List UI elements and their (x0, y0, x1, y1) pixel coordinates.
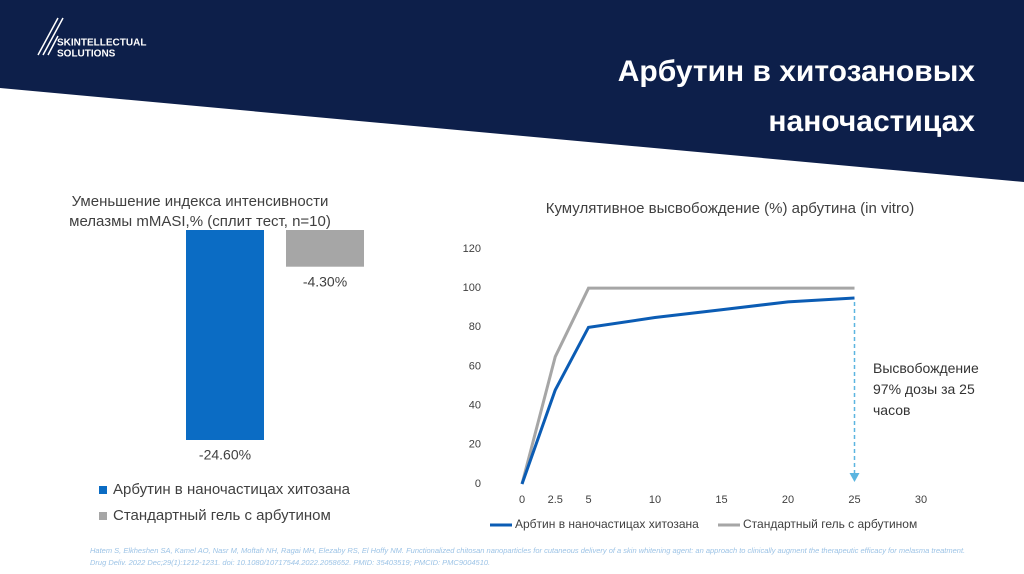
y-tick-label: 100 (463, 282, 481, 294)
slide-title: наночастицах (768, 105, 975, 138)
x-tick-label: 2.5 (548, 494, 563, 506)
logo-text: SKINTELLECTUAL (57, 38, 146, 49)
annotation-arrowhead (849, 473, 860, 482)
legend-label: Арбтин в наночастицах хитозана (515, 517, 699, 531)
logo-text: SOLUTIONS (57, 49, 116, 60)
x-tick-label: 30 (915, 494, 927, 506)
legend-label: Арбутин в наночастицах хитозана (113, 481, 351, 498)
x-tick-label: 20 (782, 494, 794, 506)
value-label: -4.30% (303, 273, 347, 289)
data-line (520, 296, 855, 485)
chart-title: Уменьшение индекса интенсивности мелазмы… (69, 193, 331, 230)
y-tick-label: 80 (469, 321, 481, 333)
bar (186, 230, 264, 440)
x-tick-label: 10 (649, 494, 661, 506)
bar (286, 230, 364, 267)
legend-swatch (99, 512, 107, 520)
footnote: Hatem S, Elkheshen SA, Kamel AO, Nasr M,… (90, 546, 966, 567)
legend-swatch (99, 486, 107, 494)
y-tick-label: 60 (469, 360, 481, 372)
y-tick-label: 0 (475, 478, 481, 490)
header-band (0, 0, 1024, 182)
x-tick-label: 15 (715, 494, 727, 506)
value-label: -24.60% (199, 447, 251, 463)
x-tick-label: 5 (585, 494, 591, 506)
y-tick-label: 120 (463, 243, 481, 255)
logo-mark (37, 17, 64, 56)
x-tick-label: 25 (848, 494, 860, 506)
y-tick-label: 40 (469, 400, 481, 412)
data-line (520, 286, 855, 485)
annotation: Высвобождение 97% дозы за 25 часов (873, 360, 979, 418)
y-tick-label: 20 (469, 439, 481, 451)
slide-title: Арбутин в хитозановых (618, 55, 976, 88)
legend-label: Стандартный гель с арбутином (743, 517, 917, 531)
legend-label: Стандартный гель с арбутином (113, 507, 331, 524)
chart-title: Кумулятивное высвобождение (%) арбутина … (545, 200, 915, 217)
x-tick-label: 0 (519, 494, 525, 506)
